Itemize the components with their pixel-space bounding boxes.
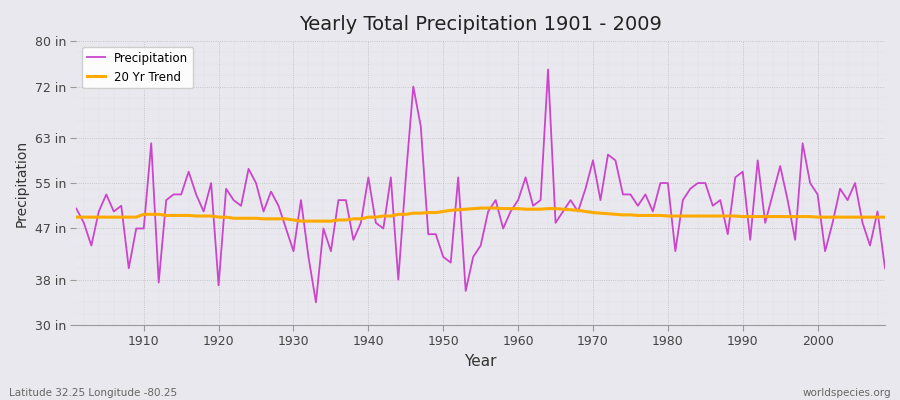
Precipitation <box>130 226 141 231</box>
Text: Latitude 32.25 Longitude -80.25: Latitude 32.25 Longitude -80.25 <box>9 388 177 398</box>
20 Yr Trend <box>879 215 890 220</box>
Precipitation <box>348 238 359 242</box>
Precipitation <box>310 300 321 305</box>
20 Yr Trend <box>617 212 628 217</box>
20 Yr Trend <box>303 219 314 224</box>
Precipitation <box>617 192 628 197</box>
Precipitation <box>520 175 531 180</box>
Text: worldspecies.org: worldspecies.org <box>803 388 891 398</box>
Line: Precipitation: Precipitation <box>76 70 885 302</box>
20 Yr Trend <box>295 219 306 224</box>
Precipitation <box>513 198 524 202</box>
Precipitation <box>543 67 553 72</box>
Legend: Precipitation, 20 Yr Trend: Precipitation, 20 Yr Trend <box>82 47 193 88</box>
Precipitation <box>295 198 306 202</box>
Line: 20 Yr Trend: 20 Yr Trend <box>76 208 885 221</box>
Y-axis label: Precipitation: Precipitation <box>15 140 29 227</box>
20 Yr Trend <box>130 215 141 220</box>
Precipitation <box>71 206 82 211</box>
X-axis label: Year: Year <box>464 354 497 369</box>
20 Yr Trend <box>71 215 82 220</box>
Title: Yearly Total Precipitation 1901 - 2009: Yearly Total Precipitation 1901 - 2009 <box>299 15 662 34</box>
20 Yr Trend <box>475 206 486 210</box>
20 Yr Trend <box>348 216 359 221</box>
20 Yr Trend <box>520 207 531 212</box>
20 Yr Trend <box>527 207 538 212</box>
Precipitation <box>879 266 890 271</box>
